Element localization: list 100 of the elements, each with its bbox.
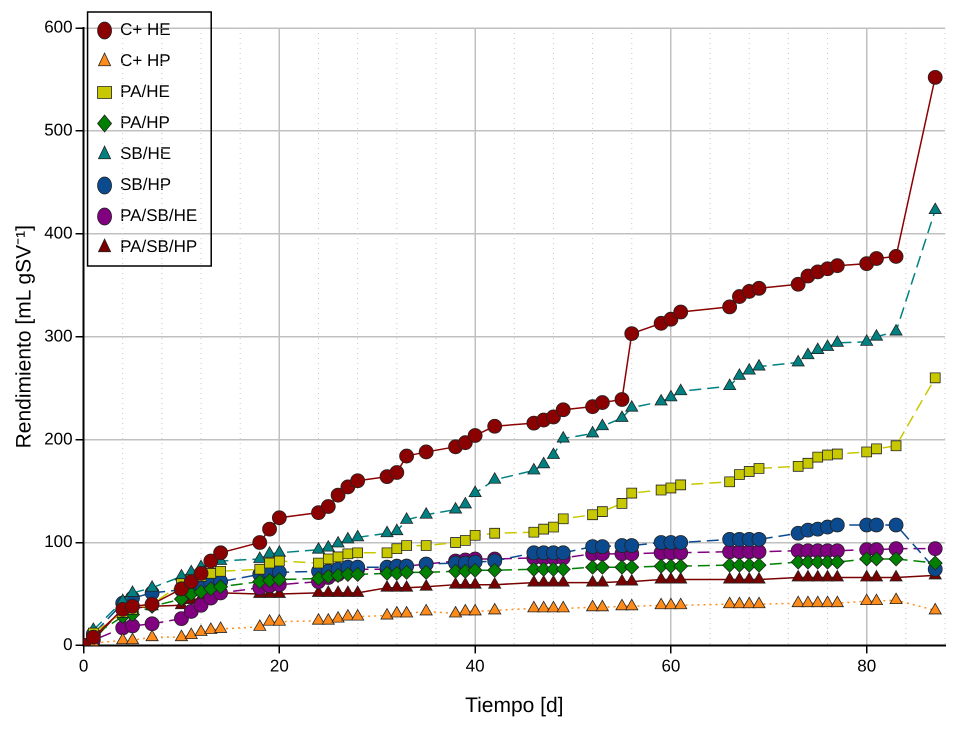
point (792, 570, 805, 582)
point (470, 530, 480, 541)
legend-label: SB/HP (120, 175, 172, 194)
point (488, 577, 502, 589)
point (928, 541, 943, 556)
point (664, 572, 678, 584)
point (458, 435, 473, 450)
point (546, 410, 561, 424)
point (390, 606, 404, 618)
point (194, 624, 208, 636)
point (722, 299, 738, 314)
point (732, 596, 746, 608)
point (204, 622, 218, 634)
point (312, 613, 325, 625)
point (724, 476, 735, 488)
legend-label: C+ HP (120, 51, 171, 70)
point (548, 522, 559, 532)
point (674, 572, 688, 584)
point (332, 611, 345, 623)
point (626, 488, 638, 498)
legend-label: PA/HE (120, 82, 170, 102)
point (264, 558, 275, 568)
point (587, 509, 598, 520)
point (801, 596, 814, 608)
point (830, 543, 845, 558)
y-tick-label: 200 (44, 429, 73, 448)
point (194, 566, 208, 581)
point (586, 600, 600, 612)
point (272, 510, 287, 526)
point (752, 572, 766, 584)
point (594, 395, 610, 410)
point (399, 448, 414, 464)
point (624, 326, 640, 342)
point (489, 528, 500, 539)
point (830, 596, 844, 608)
point (272, 572, 287, 587)
point (616, 574, 628, 586)
point (869, 518, 884, 532)
point (527, 463, 540, 474)
point (263, 614, 276, 626)
point (890, 592, 903, 604)
point (546, 600, 560, 612)
point (350, 567, 366, 582)
point (274, 556, 285, 566)
point (830, 518, 845, 532)
point (215, 566, 226, 577)
point (146, 580, 159, 592)
point (252, 535, 268, 550)
point (792, 596, 805, 608)
point (723, 572, 736, 584)
point (214, 622, 228, 633)
point (460, 535, 471, 546)
point (272, 614, 286, 626)
point (487, 418, 502, 434)
point (790, 276, 806, 292)
point (213, 579, 228, 594)
point (597, 506, 608, 517)
point (596, 575, 609, 587)
point (742, 572, 756, 584)
legend-label: PA/HP (120, 113, 170, 132)
point (821, 596, 834, 608)
point (537, 600, 550, 612)
point (322, 554, 334, 564)
point (420, 540, 432, 551)
point (673, 558, 688, 574)
point (468, 428, 483, 443)
point (860, 594, 874, 606)
point (556, 545, 571, 560)
point (870, 594, 883, 606)
point (390, 580, 404, 592)
point (869, 251, 884, 266)
point (342, 548, 354, 560)
point (616, 598, 628, 610)
point (263, 546, 276, 558)
point (487, 562, 502, 578)
point (656, 484, 666, 496)
point (754, 463, 764, 474)
point (322, 586, 335, 597)
point (126, 586, 139, 597)
point (830, 570, 844, 582)
point (890, 570, 903, 582)
point (732, 572, 746, 584)
point (744, 466, 755, 477)
point (869, 552, 884, 566)
y-tick-label: 400 (44, 223, 73, 242)
point (341, 609, 354, 620)
legend-label: C+ HE (120, 20, 171, 40)
point (742, 596, 756, 608)
point (871, 444, 882, 454)
y-axis-title: Rendimiento [mL gSV⁻¹] (12, 225, 36, 448)
point (528, 526, 540, 538)
point (752, 532, 766, 547)
point (313, 558, 324, 568)
point (350, 473, 366, 488)
point (449, 502, 462, 514)
point (468, 562, 483, 578)
point (146, 630, 159, 642)
x-tick-label: 20 (270, 656, 289, 676)
point (450, 537, 461, 548)
point (322, 613, 335, 625)
